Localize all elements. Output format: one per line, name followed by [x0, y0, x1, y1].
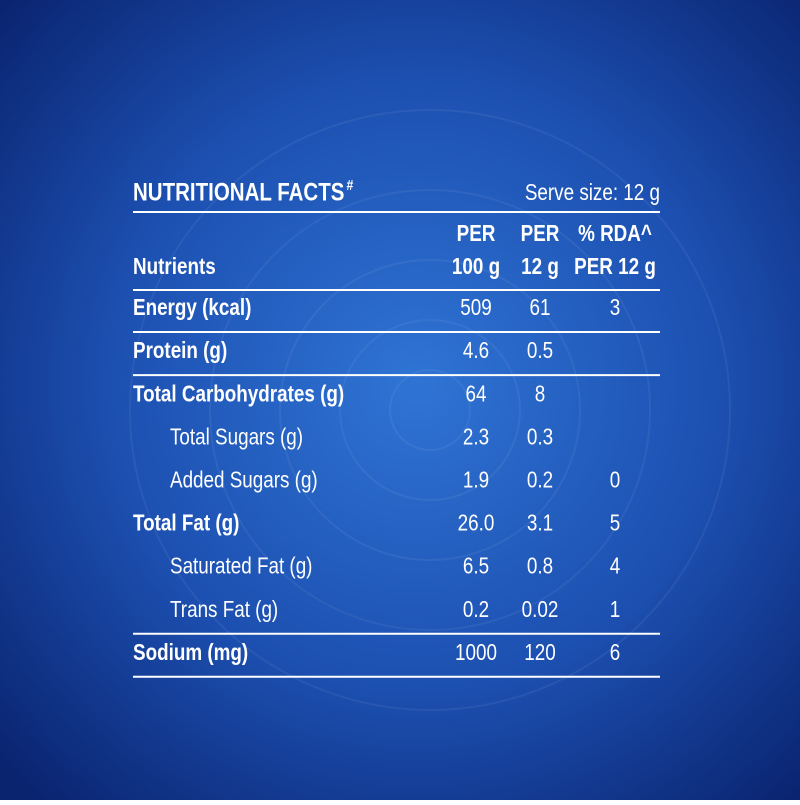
nutrient-name: Total Fat (g) — [133, 511, 239, 536]
nutrient-value: 26.0 — [458, 511, 495, 536]
nutrient-value: 1.9 — [463, 468, 489, 493]
nutrient-value: 0.2 — [527, 468, 553, 493]
nutrient-name: Sodium (mg) — [133, 640, 248, 665]
nutrient-value: 0.5 — [527, 338, 553, 363]
nutrient-value: 4 — [610, 554, 621, 579]
nutrient-value: 6.5 — [463, 554, 489, 579]
nutrient-value: 509 — [460, 295, 491, 320]
nutrient-value: 4.6 — [463, 338, 489, 363]
nutrient-value: 0.02 — [522, 597, 559, 622]
serve-size: Serve size: 12 g — [525, 180, 660, 205]
nutrient-value: 0.8 — [527, 554, 553, 579]
nutrient-value: 1 — [610, 597, 620, 622]
nutrient-value: 8 — [535, 382, 545, 407]
nutrient-value: 61 — [530, 295, 551, 320]
column-header: PER — [457, 221, 496, 246]
swirl — [129, 109, 731, 711]
nutrient-value: 5 — [610, 511, 620, 536]
nutrient-value: 3.1 — [527, 511, 553, 536]
nutrient-name: Added Sugars (g) — [170, 468, 318, 493]
nutrient-value: 3 — [610, 295, 620, 320]
column-header: PER 12 g — [574, 254, 656, 279]
nutrient-name: Energy (kcal) — [133, 295, 251, 320]
column-header: 100 g — [452, 254, 500, 279]
column-header: PER — [521, 221, 560, 246]
nutrient-name: Trans Fat (g) — [170, 597, 278, 622]
nutrient-name: Total Carbohydrates (g) — [133, 382, 344, 407]
nutrient-value: 0.2 — [463, 597, 489, 622]
title: NUTRITIONAL FACTS — [133, 178, 344, 206]
nutrient-value: 0.3 — [527, 425, 553, 450]
nutrient-name: Total Sugars (g) — [170, 425, 303, 450]
nutrient-value: 6 — [610, 640, 620, 665]
column-header: 12 g — [521, 254, 559, 279]
nutrient-value: 2.3 — [463, 425, 489, 450]
column-header: % RDA^ — [578, 221, 652, 246]
nutrient-name: Saturated Fat (g) — [170, 554, 312, 579]
nutrient-value: 1000 — [455, 640, 497, 665]
column-header: Nutrients — [133, 254, 216, 279]
nutrient-value: 64 — [466, 382, 487, 407]
nutrient-name: Protein (g) — [133, 338, 227, 363]
title-mark: # — [346, 177, 353, 193]
nutrient-value: 120 — [524, 640, 555, 665]
nutrient-value: 0 — [610, 468, 620, 493]
